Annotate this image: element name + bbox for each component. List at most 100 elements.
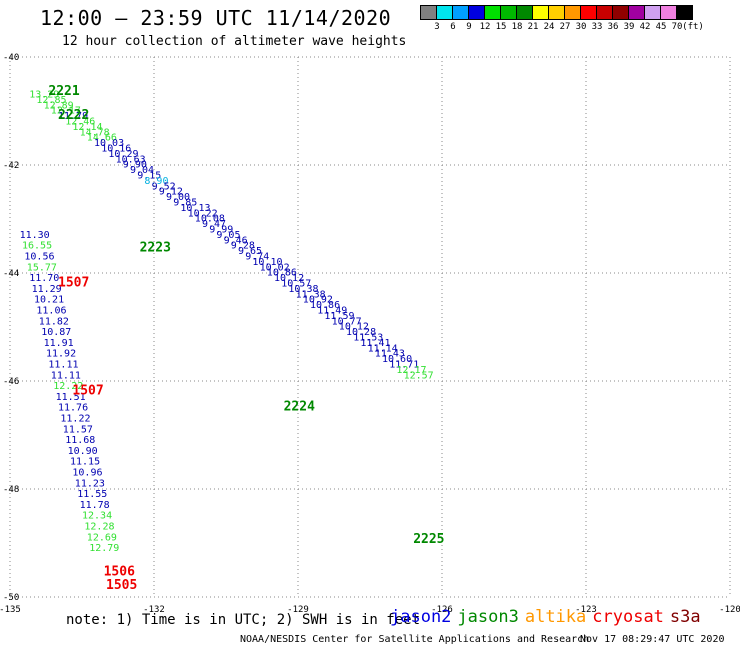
wave-height-value: 12.17 (51, 106, 81, 117)
wave-height-value: 10.12 (274, 273, 304, 284)
satellite-label-jason3: jason3 (457, 607, 519, 627)
legend-label: 21 (527, 22, 539, 32)
wave-height-value: 11.43 (375, 349, 405, 360)
legend-label: (ft) (682, 22, 704, 32)
legend-label: 3 (434, 22, 440, 32)
wave-height-value: 11.53 (353, 333, 383, 344)
lat-tick-label: -50 (3, 593, 19, 603)
legend-label: 30 (575, 22, 587, 32)
wave-height-value: 11.59 (324, 311, 354, 322)
lat-tick-label: -40 (3, 53, 19, 63)
wave-height-value: 10.77 (332, 316, 362, 327)
wave-height-value: 11.70 (29, 273, 59, 284)
wave-height-value: 16.55 (22, 241, 52, 252)
wave-height-value: 9.04 (130, 165, 154, 176)
wave-height-value: 12.28 (84, 522, 114, 533)
color-scale-legend: 3 6 9 12 15 18 21 24 27 30 33 36 39 42 45 70 (ft) (420, 5, 704, 34)
wave-height-value: 12.69 (87, 532, 117, 543)
wave-height-value: 11.11 (51, 370, 81, 381)
wave-height-value: 9.85 (173, 198, 197, 209)
legend-label: 12 (479, 22, 491, 32)
wave-height-value: 10.22 (188, 208, 218, 219)
pass-number-label: 2223 (140, 240, 171, 255)
wave-height-value: 10.02 (260, 262, 290, 273)
wave-height-value: 10.16 (101, 144, 131, 155)
satellite-label-cryosat: cryosat (592, 607, 664, 627)
wave-height-value: 10.38 (288, 284, 318, 295)
wave-height-value: 11.23 (75, 478, 105, 489)
wave-height-value: 11.29 (32, 284, 62, 295)
wave-height-value: 11.79 (58, 111, 88, 122)
timestamp-text: Nov 17 08:29:47 UTC 2020 (580, 634, 725, 645)
pass-number-label: 1507 (58, 276, 89, 291)
wave-height-value: 9.46 (224, 235, 248, 246)
wave-height-value: 9.90 (123, 160, 147, 171)
wave-height-value: 9.52 (152, 181, 176, 192)
lat-tick-label: -46 (3, 377, 19, 387)
altimeter-tracks: 13.2912.8512.8912.1711.7912.4612.1414.78… (20, 90, 434, 555)
wave-height-value: 11.22 (60, 414, 90, 425)
wave-height-value: 13.29 (29, 90, 59, 101)
wave-height-value: 10.86 (310, 300, 340, 311)
wave-height-value: 10.92 (303, 295, 333, 306)
wave-height-value: 10.87 (41, 327, 71, 338)
wave-height-value: 9.12 (159, 187, 183, 198)
satellite-legend: jason2 jason3 altika cryosat s3a (390, 607, 707, 627)
legend-label: 45 (655, 22, 667, 32)
wave-height-value: 11.30 (20, 230, 50, 241)
lat-tick-label: -48 (3, 485, 19, 495)
legend-label: 70 (671, 22, 683, 32)
wave-height-value: 11.76 (58, 403, 88, 414)
wave-height-value: 11.15 (70, 457, 100, 468)
satellite-label-s3a: s3a (669, 607, 701, 627)
wave-height-value: 11.49 (317, 306, 347, 317)
wave-height-value: 8.90 (144, 176, 168, 187)
wave-height-value: 10.08 (195, 214, 225, 225)
wave-height-value: 15.77 (27, 262, 57, 273)
wave-height-value: 12.57 (404, 370, 434, 381)
wave-height-value: 12.85 (36, 95, 66, 106)
wave-height-value: 11.78 (80, 500, 110, 511)
wave-height-value: 10.60 (382, 354, 412, 365)
legend-label: 33 (591, 22, 603, 32)
wave-height-value: 9.65 (238, 246, 262, 257)
pass-number-label: 1505 (106, 578, 137, 593)
lon-tick-label: -129 (287, 605, 309, 615)
wave-height-value: 10.12 (339, 322, 369, 333)
pass-number-label: 2224 (284, 400, 315, 415)
lat-tick-label: -44 (3, 269, 19, 279)
wave-height-value: 9.99 (209, 225, 233, 236)
wave-height-value: 9.05 (216, 230, 240, 241)
wave-height-value: 9.47 (202, 219, 226, 230)
wave-height-value: 11.14 (368, 343, 398, 354)
wave-height-value: 12.46 (65, 117, 95, 128)
wave-height-value: 10.13 (180, 203, 210, 214)
wave-height-value: 10.10 (252, 257, 282, 268)
pass-number-label: 2222 (58, 108, 89, 123)
wave-height-value: 9.15 (137, 171, 161, 182)
wave-height-value: 11.51 (56, 392, 86, 403)
wave-height-value: 10.29 (108, 149, 138, 160)
map-grid (9, 56, 731, 598)
wave-height-value: 10.57 (281, 279, 311, 290)
wave-height-value: 11.38 (296, 289, 326, 300)
lon-tick-label: -123 (575, 605, 597, 615)
wave-height-value: 11.82 (39, 316, 69, 327)
wave-height-value: 11.68 (65, 435, 95, 446)
wave-height-value: 12.79 (89, 543, 119, 554)
pass-number-label: 1507 (72, 384, 103, 399)
legend-label: 42 (639, 22, 651, 32)
wave-height-value: 12.34 (82, 511, 112, 522)
footnote: note: 1) Time is in UTC; 2) SWH is in fe… (66, 612, 421, 628)
wave-height-value: 10.63 (116, 154, 146, 165)
wave-height-value: 11.91 (44, 338, 74, 349)
wave-height-value: 11.06 (36, 306, 66, 317)
wave-height-value: 11.41 (360, 338, 390, 349)
wave-height-value: 11.71 (389, 360, 419, 371)
wave-height-value: 10.86 (267, 268, 297, 279)
wave-height-value: 9.74 (245, 252, 269, 263)
wave-height-value: 11.57 (63, 424, 93, 435)
lon-tick-label: -126 (431, 605, 453, 615)
